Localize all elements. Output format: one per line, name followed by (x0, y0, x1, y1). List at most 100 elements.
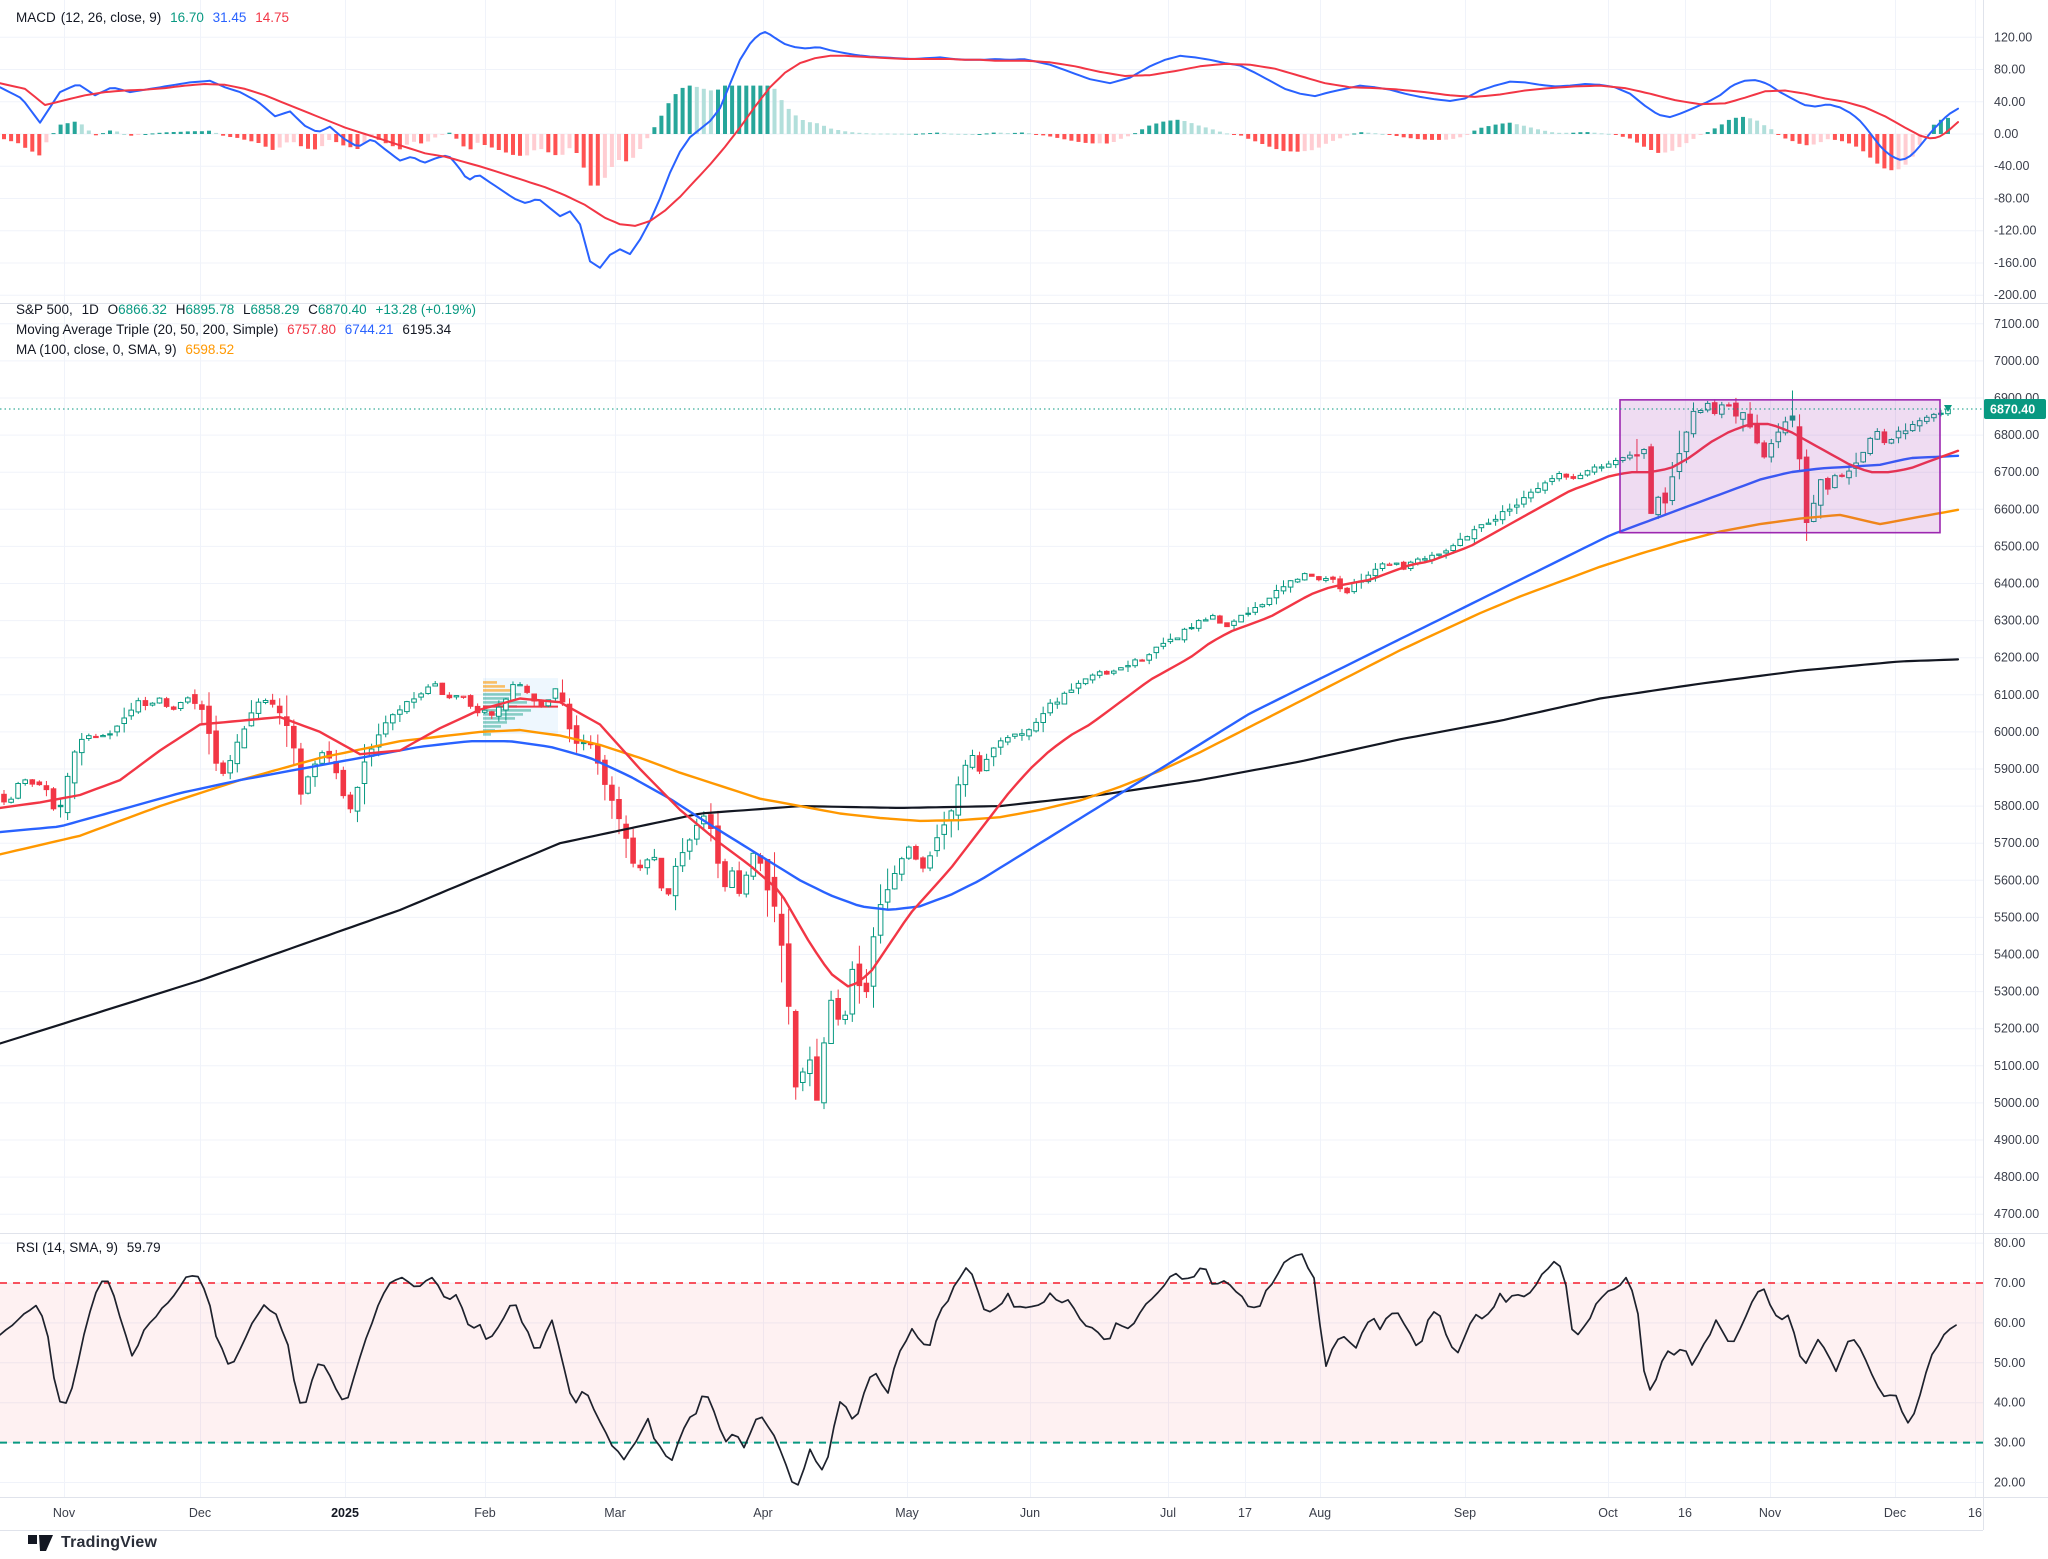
candle-body (750, 852, 757, 877)
macd-histogram (2, 85, 1950, 186)
macd-histogram-bar (1698, 134, 1703, 135)
time-axis-label[interactable]: Feb (474, 1506, 496, 1520)
rsi-axis-label: 40.00 (1994, 1396, 2025, 1410)
macd-histogram-bar (1225, 133, 1229, 135)
candle-body (1450, 545, 1457, 552)
candle-body (241, 728, 248, 749)
macd-histogram-bar (1847, 134, 1851, 144)
tradingview-logo[interactable]: TradingView (28, 1532, 157, 1554)
time-scale[interactable] (0, 1498, 1983, 1530)
candle-body (1372, 568, 1379, 577)
rsi-axis-label: 30.00 (1994, 1436, 2025, 1450)
candle-body (390, 714, 396, 724)
macd-histogram-bar (1776, 134, 1781, 135)
rsi-axis-label: 50.00 (1994, 1356, 2025, 1370)
time-axis-label[interactable]: 16 (1678, 1506, 1692, 1520)
macd-histogram-bar (546, 134, 551, 153)
macd-histogram-bar (1620, 134, 1625, 137)
time-axis-label[interactable]: Apr (753, 1506, 772, 1520)
ma-triple-legend[interactable]: Moving Average Triple (20, 50, 200, Simp… (16, 320, 456, 340)
macd-histogram-bar (1168, 120, 1173, 134)
macd-histogram-bar (1274, 134, 1279, 150)
macd-signal-line (0, 54, 1959, 227)
macd-histogram-bar (1210, 129, 1215, 134)
candle-body (1719, 404, 1725, 415)
candle-body (446, 694, 453, 699)
macd-histogram-bar (1514, 124, 1519, 134)
macd-histogram-bar (164, 132, 169, 134)
time-axis-label[interactable]: Oct (1598, 1506, 1618, 1520)
macd-histogram-bar (1323, 134, 1328, 144)
time-axis-label[interactable]: Jun (1020, 1506, 1040, 1520)
candle-body (432, 683, 438, 687)
candle-body (828, 999, 834, 1044)
macd-histogram-bar (1825, 134, 1830, 140)
candle-body (1266, 597, 1273, 606)
macd-histogram-bar (383, 134, 388, 144)
candle-body (227, 760, 233, 774)
macd-histogram-bar (404, 134, 409, 145)
time-axis-label[interactable]: Nov (53, 1506, 76, 1520)
macd-histogram-bar (1599, 133, 1604, 135)
price-axis-label: 4900.00 (1994, 1133, 2039, 1147)
macd-histogram-bar (1387, 134, 1392, 135)
macd-histogram-bar (772, 88, 777, 134)
macd-histogram-bar (1493, 124, 1498, 134)
candle-body (1344, 587, 1350, 594)
time-axis-label[interactable]: Mar (604, 1506, 626, 1520)
macd-histogram-bar (1118, 134, 1123, 139)
macd-histogram-bar (1239, 134, 1244, 136)
macd-histogram-bar (857, 132, 862, 134)
macd-histogram-bar (539, 134, 544, 150)
macd-histogram-bar (65, 123, 70, 134)
candle-body (644, 859, 651, 869)
time-axis-label[interactable]: 2025 (331, 1506, 359, 1520)
macd-histogram-bar (1889, 134, 1894, 171)
time-axis-label[interactable]: Nov (1759, 1506, 1782, 1520)
macd-histogram-bar (86, 130, 91, 134)
macd-histogram-bar (1062, 134, 1067, 140)
time-axis-label[interactable]: Dec (1884, 1506, 1906, 1520)
candle-body (1740, 412, 1746, 420)
macd-histogram-bar (228, 134, 233, 137)
macd-histogram-bar (1019, 132, 1024, 134)
rsi-axis-label: 80.00 (1994, 1236, 2025, 1250)
macd-histogram-bar (277, 134, 282, 148)
volume-profile-row (483, 713, 523, 716)
time-axis-label[interactable]: Dec (189, 1506, 211, 1520)
tradingview-brand-text: TradingView (61, 1534, 158, 1551)
candle-body (8, 798, 14, 803)
time-axis-label[interactable]: Aug (1309, 1506, 1331, 1520)
macd-histogram-bar (313, 134, 317, 150)
price-axis-label: 6300.00 (1994, 614, 2039, 628)
macd-pane[interactable] (0, 0, 1983, 303)
macd-indicator (0, 31, 1959, 269)
time-axis-label[interactable]: 17 (1238, 1506, 1252, 1520)
macd-histogram-bar (1571, 132, 1576, 134)
candle-body (1521, 497, 1527, 505)
time-axis-label[interactable]: 16 (1968, 1506, 1982, 1520)
candle-body (382, 722, 389, 735)
price-axis-label: 7000.00 (1994, 354, 2039, 368)
macd-histogram-bar (673, 94, 678, 134)
time-axis-label[interactable]: Sep (1454, 1506, 1476, 1520)
macd-histogram-bar (207, 130, 211, 134)
macd-histogram-bar (1380, 133, 1385, 135)
macd-histogram-bar (362, 134, 367, 144)
macd-legend[interactable]: MACD (12, 26, close, 9) 16.70 31.45 14.75 (16, 8, 294, 28)
candle-body (934, 837, 940, 852)
time-axis-label[interactable]: Jul (1160, 1506, 1176, 1520)
macd-histogram-bar (1840, 134, 1844, 142)
highlight-rectangle-drawing[interactable] (1619, 399, 1941, 534)
time-axis-label[interactable]: May (895, 1506, 919, 1520)
symbol-legend[interactable]: S&P 500, 1D O6866.32 H6895.78 L6858.29 C… (16, 300, 481, 320)
ohlc-high-value: 6895.78 (185, 302, 235, 317)
macd-histogram-bar (320, 134, 325, 147)
price-scale[interactable] (1984, 0, 2048, 1497)
ma100-legend[interactable]: MA (100, close, 0, SMA, 9) 6598.52 (16, 340, 239, 360)
candle-body (1747, 413, 1753, 428)
macd-histogram-bar (631, 134, 636, 158)
candle-body (1047, 702, 1054, 714)
rsi-legend[interactable]: RSI (14, SMA, 9) 59.79 (16, 1238, 166, 1258)
